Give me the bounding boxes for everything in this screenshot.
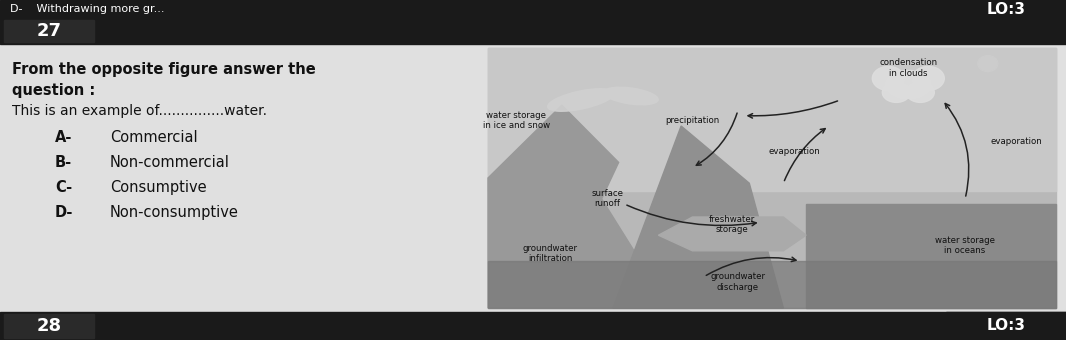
Bar bbox=[4, 20, 94, 42]
Ellipse shape bbox=[906, 82, 934, 102]
Text: surface
runoff: surface runoff bbox=[592, 189, 624, 208]
Ellipse shape bbox=[886, 70, 931, 98]
Text: This is an example of...............water.: This is an example of...............wate… bbox=[12, 104, 266, 118]
Text: condensation
in clouds: condensation in clouds bbox=[879, 58, 937, 78]
Ellipse shape bbox=[548, 89, 614, 111]
Text: groundwater
discharge: groundwater discharge bbox=[710, 272, 765, 292]
FancyArrowPatch shape bbox=[696, 113, 737, 165]
Text: From the opposite figure answer the: From the opposite figure answer the bbox=[12, 62, 316, 77]
Bar bbox=[0, 0, 1066, 18]
Bar bbox=[4, 314, 94, 338]
Text: precipitation: precipitation bbox=[665, 116, 720, 125]
Bar bbox=[488, 261, 1056, 308]
Text: LO:3: LO:3 bbox=[986, 1, 1025, 17]
Text: freshwater
storage: freshwater storage bbox=[709, 215, 756, 235]
Text: Non-commercial: Non-commercial bbox=[110, 155, 230, 170]
FancyArrowPatch shape bbox=[748, 101, 838, 118]
Text: evaporation: evaporation bbox=[990, 137, 1043, 146]
Text: Consumptive: Consumptive bbox=[110, 180, 207, 195]
Text: D-    Withdrawing more gr...: D- Withdrawing more gr... bbox=[10, 4, 164, 14]
Ellipse shape bbox=[912, 66, 944, 90]
Text: A-: A- bbox=[55, 130, 72, 145]
Text: water storage
in oceans: water storage in oceans bbox=[935, 236, 996, 255]
Text: groundwater
infiltration: groundwater infiltration bbox=[523, 244, 578, 263]
Polygon shape bbox=[613, 126, 784, 308]
FancyArrowPatch shape bbox=[627, 205, 756, 226]
Bar bbox=[488, 48, 1056, 191]
Bar bbox=[946, 312, 1066, 340]
Text: question :: question : bbox=[12, 83, 95, 98]
Bar bbox=[0, 44, 1066, 340]
Polygon shape bbox=[488, 105, 669, 308]
Text: 27: 27 bbox=[36, 22, 62, 40]
Polygon shape bbox=[806, 204, 1056, 308]
Ellipse shape bbox=[603, 87, 658, 105]
Bar bbox=[488, 48, 1056, 308]
Text: evaporation: evaporation bbox=[769, 148, 821, 156]
FancyArrowPatch shape bbox=[785, 129, 825, 181]
Text: D-: D- bbox=[55, 205, 74, 220]
Text: B-: B- bbox=[55, 155, 72, 170]
Text: 28: 28 bbox=[36, 317, 62, 335]
Bar bbox=[0, 312, 1066, 340]
Text: LO:3: LO:3 bbox=[986, 319, 1025, 334]
Ellipse shape bbox=[883, 82, 910, 102]
FancyArrowPatch shape bbox=[946, 103, 969, 196]
Text: Commercial: Commercial bbox=[110, 130, 197, 145]
Bar bbox=[488, 48, 1056, 308]
Text: C-: C- bbox=[55, 180, 72, 195]
Ellipse shape bbox=[978, 56, 998, 72]
Polygon shape bbox=[659, 217, 806, 251]
Bar bbox=[0, 18, 1066, 44]
FancyArrowPatch shape bbox=[707, 257, 796, 275]
Ellipse shape bbox=[872, 66, 904, 90]
Bar bbox=[946, 0, 1066, 18]
Text: Non-consumptive: Non-consumptive bbox=[110, 205, 239, 220]
Text: water storage
in ice and snow: water storage in ice and snow bbox=[483, 111, 550, 131]
